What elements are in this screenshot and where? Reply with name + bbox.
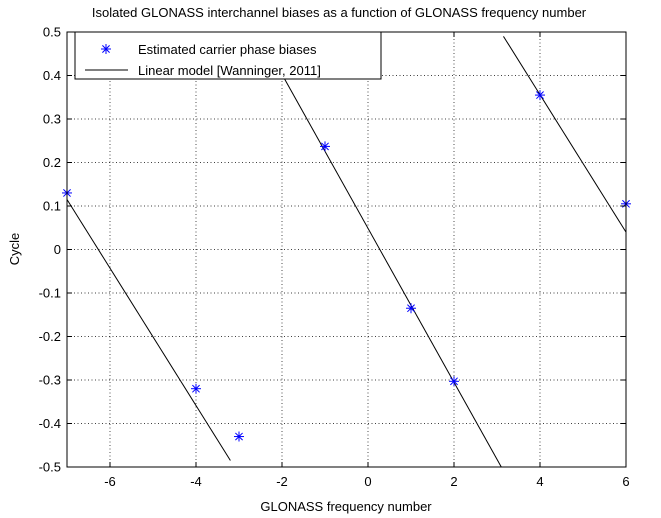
data-point <box>449 376 459 387</box>
y-tick-label: 0.4 <box>43 68 61 83</box>
x-tick-label: 4 <box>536 474 543 489</box>
chart-title: Isolated GLONASS interchannel biases as … <box>92 5 587 20</box>
y-tick-label: 0.5 <box>43 25 61 40</box>
y-tick-label: -0.2 <box>39 329 61 344</box>
x-tick-label: -4 <box>190 474 202 489</box>
y-tick-label: 0 <box>54 242 61 257</box>
x-axis-label: GLONASS frequency number <box>260 499 432 514</box>
x-tick-label: 2 <box>450 474 457 489</box>
y-tick-label: -0.4 <box>39 416 61 431</box>
y-tick-label: -0.1 <box>39 286 61 301</box>
data-point <box>234 431 244 442</box>
legend: Estimated carrier phase biases Linear mod… <box>74 31 382 80</box>
y-tick-labels: -0.5 -0.4 -0.3 -0.2 -0.1 0 0.1 0.2 0.3 0.4 0.5 <box>39 25 61 475</box>
model-lines <box>66 31 627 468</box>
legend-label: Estimated carrier phase biases <box>138 42 317 57</box>
y-tick-label: -0.5 <box>39 460 61 475</box>
model-line-segment <box>257 31 502 468</box>
model-line-segment <box>66 199 231 461</box>
x-tick-labels: -6 -4 -2 0 2 4 6 <box>104 474 629 489</box>
legend-box <box>74 31 382 80</box>
x-tick-label: -6 <box>104 474 116 489</box>
x-tick-label: 6 <box>622 474 629 489</box>
data-point <box>406 303 416 314</box>
model-line-segment <box>503 36 627 233</box>
legend-marker-swatch <box>101 44 111 54</box>
data-point <box>191 383 201 394</box>
data-point <box>535 90 545 101</box>
legend-label: Linear model [Wanninger, 2011] <box>138 63 321 78</box>
y-tick-label: -0.3 <box>39 373 61 388</box>
y-tick-label: 0.3 <box>43 112 61 127</box>
y-tick-label: 0.1 <box>43 199 61 214</box>
data-point <box>320 141 330 152</box>
y-tick-label: 0.2 <box>43 155 61 170</box>
x-tick-label: -2 <box>276 474 288 489</box>
x-tick-label: 0 <box>364 474 371 489</box>
y-axis-label: Cycle <box>7 233 22 266</box>
